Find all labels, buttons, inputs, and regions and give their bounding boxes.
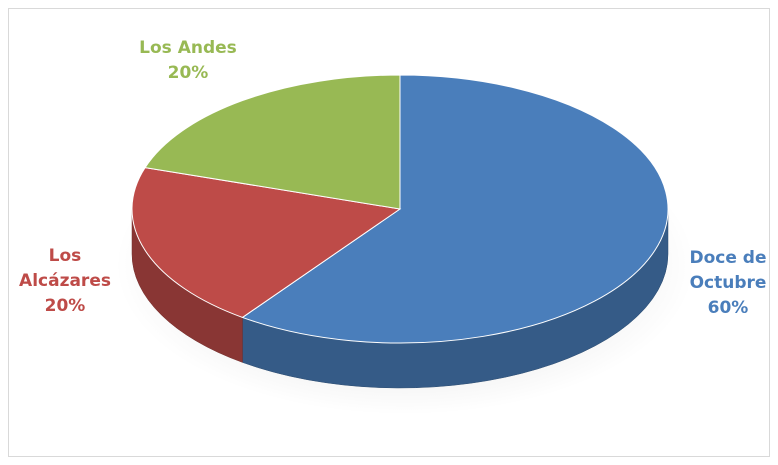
pie-slice (241, 74, 669, 344)
data-label: Los Alcázares 20% (10, 244, 120, 319)
category-label: Los Andes (139, 38, 237, 58)
pie-slice (131, 167, 402, 318)
percent-label: 20% (44, 296, 86, 316)
data-label: Los Andes 20% (118, 36, 258, 86)
category-label: Doce de Octubre (689, 248, 767, 293)
category-label: Los Alcázares (19, 246, 111, 291)
chart-frame (8, 8, 770, 457)
pie-slice (144, 74, 401, 210)
data-label: Doce de Octubre 60% (676, 246, 778, 321)
percent-label: 20% (167, 63, 209, 83)
percent-label: 60% (707, 298, 749, 318)
